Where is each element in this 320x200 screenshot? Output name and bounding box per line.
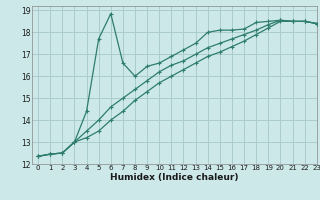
X-axis label: Humidex (Indice chaleur): Humidex (Indice chaleur)	[110, 173, 239, 182]
